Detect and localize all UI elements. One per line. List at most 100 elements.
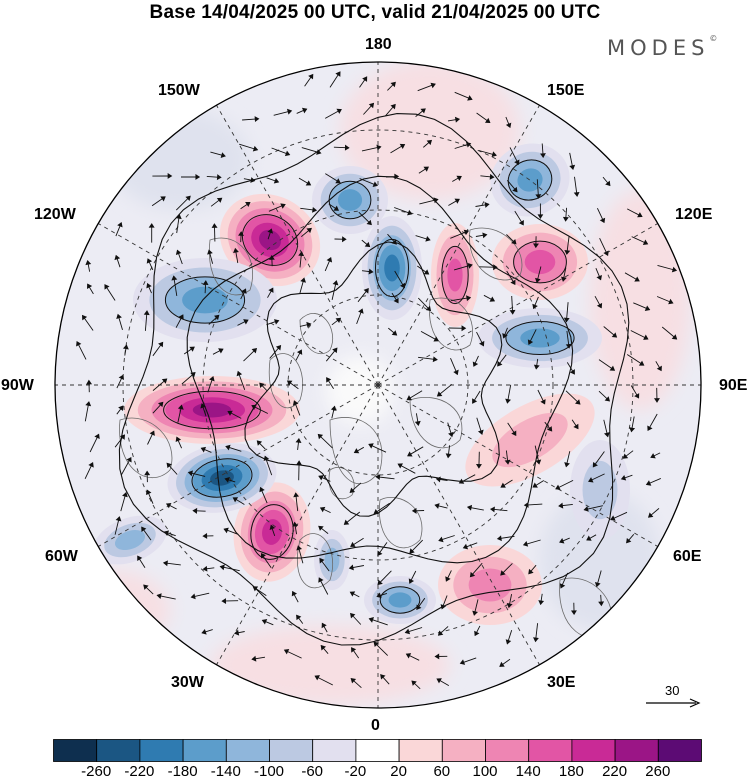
wind-arrow xyxy=(239,143,259,152)
wind-arrow xyxy=(474,625,481,637)
lon-label-60e: 60E xyxy=(673,548,702,565)
anomaly-level-ring xyxy=(262,519,282,545)
positive-anomaly-blob xyxy=(233,482,311,582)
wind-arrow xyxy=(506,234,517,245)
wind-arrow xyxy=(350,678,362,689)
positive-anomaly-blob xyxy=(219,193,321,287)
anomaly-level-ring xyxy=(468,568,512,602)
wind-arrow xyxy=(295,349,303,361)
wind-arrow xyxy=(227,410,242,419)
wind-arrow xyxy=(368,443,387,453)
wind-arrow xyxy=(175,314,184,328)
wind-arrow xyxy=(361,144,382,152)
wind-arrow xyxy=(116,313,123,331)
colorbar-tick-label: -180 xyxy=(167,763,198,780)
wind-arrow xyxy=(416,597,426,610)
wind-arrow xyxy=(535,266,542,284)
wind-arrow xyxy=(183,346,195,355)
wind-arrow xyxy=(304,73,314,87)
wind-arrow xyxy=(187,470,206,477)
anomaly-level-ring xyxy=(259,229,281,251)
wind-arrow xyxy=(329,71,341,88)
wind-arrow xyxy=(417,265,430,275)
coastline xyxy=(329,417,383,485)
anomaly-level-ring xyxy=(524,249,556,275)
wind-arrow xyxy=(534,445,542,465)
wind-arrow xyxy=(207,249,214,264)
wind-arrow xyxy=(243,177,256,183)
wind-arrow xyxy=(380,674,390,685)
colorbar-swatch xyxy=(269,739,314,762)
wind-arrow xyxy=(440,595,448,610)
colorbar-tick-label: 100 xyxy=(472,763,498,780)
height-contour xyxy=(118,113,630,646)
wind-arrow xyxy=(295,437,302,450)
meridian-line xyxy=(91,219,379,386)
wind-arrow xyxy=(292,400,301,416)
wind-arrow xyxy=(166,462,178,475)
wind-arrow xyxy=(472,599,479,616)
wind-arrow xyxy=(620,474,633,481)
anomaly-contour xyxy=(507,159,553,201)
wind-arrow xyxy=(76,340,87,360)
wind-arrow xyxy=(447,116,461,123)
wind-arrow xyxy=(376,592,388,599)
colorbar-tick-label: -140 xyxy=(210,763,241,780)
wind-arrow xyxy=(319,506,331,514)
wind-arrow xyxy=(537,203,544,220)
wind-arrow xyxy=(650,452,661,459)
wind-arrow xyxy=(147,430,155,445)
wind-arrow xyxy=(445,445,452,459)
wind-arrow xyxy=(523,502,543,508)
wind-arrow xyxy=(89,433,100,453)
wind-arrow xyxy=(350,537,364,547)
colorbar-tick-label: 140 xyxy=(515,763,541,780)
wind-arrow xyxy=(266,319,280,326)
lon-label-120e: 120E xyxy=(675,206,713,223)
wind-arrow xyxy=(655,361,662,372)
wind-arrow xyxy=(475,451,482,469)
wind-arrow xyxy=(211,223,218,242)
wind-arrow xyxy=(296,545,304,564)
wind-arrow xyxy=(390,143,406,154)
wind-arrow xyxy=(318,577,329,595)
wind-arrow xyxy=(296,107,308,114)
lon-label-30w: 30W xyxy=(171,674,204,691)
coastline xyxy=(268,353,304,409)
meridian-line xyxy=(377,384,544,672)
wind-arrow xyxy=(404,627,423,635)
meridian-line xyxy=(91,384,379,551)
wind-arrow xyxy=(357,288,369,303)
wind-arrow xyxy=(532,480,545,488)
wind-arrow xyxy=(504,450,511,465)
wind-arrow xyxy=(269,255,275,267)
negative-anomaly-blob xyxy=(133,258,277,342)
wind-arrow xyxy=(436,383,453,397)
wind-arrow xyxy=(356,308,364,325)
wind-arrow xyxy=(573,176,580,197)
colorbar-tick-label: -100 xyxy=(253,763,285,780)
anomaly-level-ring xyxy=(492,412,568,468)
wind-arrow xyxy=(333,144,350,151)
wind-arrow xyxy=(647,413,658,432)
wind-arrow xyxy=(452,175,462,182)
anomaly-contour xyxy=(379,586,421,614)
wind-arrow xyxy=(603,419,610,438)
wind-arrow xyxy=(598,594,605,607)
wind-arrow xyxy=(544,421,553,432)
wind-arrow xyxy=(85,259,92,272)
wind-arrow xyxy=(509,147,520,165)
wind-arrow xyxy=(292,521,299,535)
meridian-line xyxy=(377,98,544,386)
wind-arrow xyxy=(148,223,155,243)
wind-arrow xyxy=(298,251,305,268)
wind-arrow xyxy=(202,532,214,539)
lon-label-60w: 60W xyxy=(45,548,78,565)
wind-arrow xyxy=(208,314,220,325)
wind-arrow xyxy=(537,389,546,405)
wind-arrow xyxy=(417,82,436,92)
wind-arrow xyxy=(143,310,150,331)
coastline xyxy=(409,397,463,449)
negative-anomaly-blob xyxy=(362,216,422,320)
wind-arrow xyxy=(478,150,497,158)
